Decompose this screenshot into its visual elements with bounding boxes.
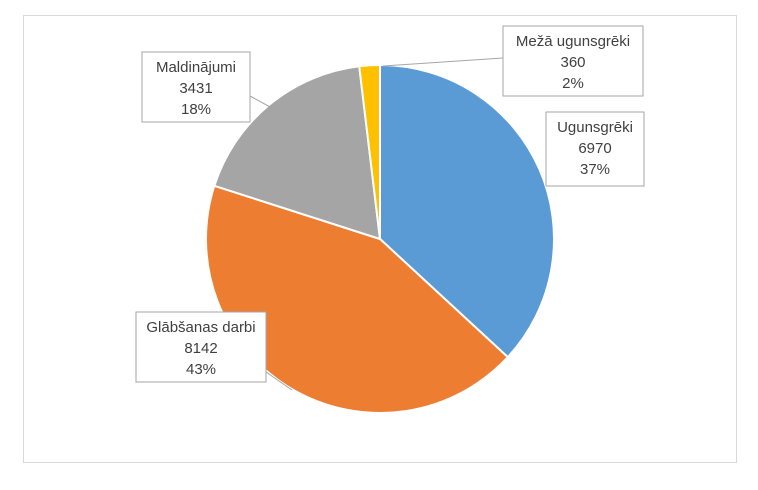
data-label-percent-2: 43% — [186, 361, 216, 378]
leader-line-2 — [265, 371, 293, 391]
data-label-value-4: 360 — [560, 54, 585, 71]
data-label-percent-1: 37% — [580, 161, 610, 178]
pie-slice-4 — [358, 63, 381, 240]
leader-line-4 — [382, 57, 504, 67]
data-label-category-3: Maldinājumi — [156, 59, 236, 76]
data-label-category-2: Glābšanas darbi — [146, 319, 255, 336]
data-label-box-2 — [135, 311, 267, 383]
data-label-box-4 — [502, 25, 644, 97]
pie-slice-2 — [205, 184, 510, 414]
data-label-value-2: 8142 — [184, 340, 217, 357]
pie-slice-3 — [213, 65, 382, 241]
data-label-value-3: 3431 — [179, 80, 212, 97]
data-label-category-1: Ugunsgrēki — [557, 119, 633, 136]
data-label-box-1 — [545, 111, 645, 187]
leader-line-3 — [249, 95, 273, 109]
data-label-category-4: Mežā ugunsgrēki — [516, 33, 630, 50]
data-label-value-1: 6970 — [578, 140, 611, 157]
pie-slice-1 — [379, 63, 555, 359]
data-label-box-3 — [141, 51, 251, 123]
data-label-percent-4: 2% — [562, 75, 584, 92]
data-label-percent-3: 18% — [181, 101, 211, 118]
